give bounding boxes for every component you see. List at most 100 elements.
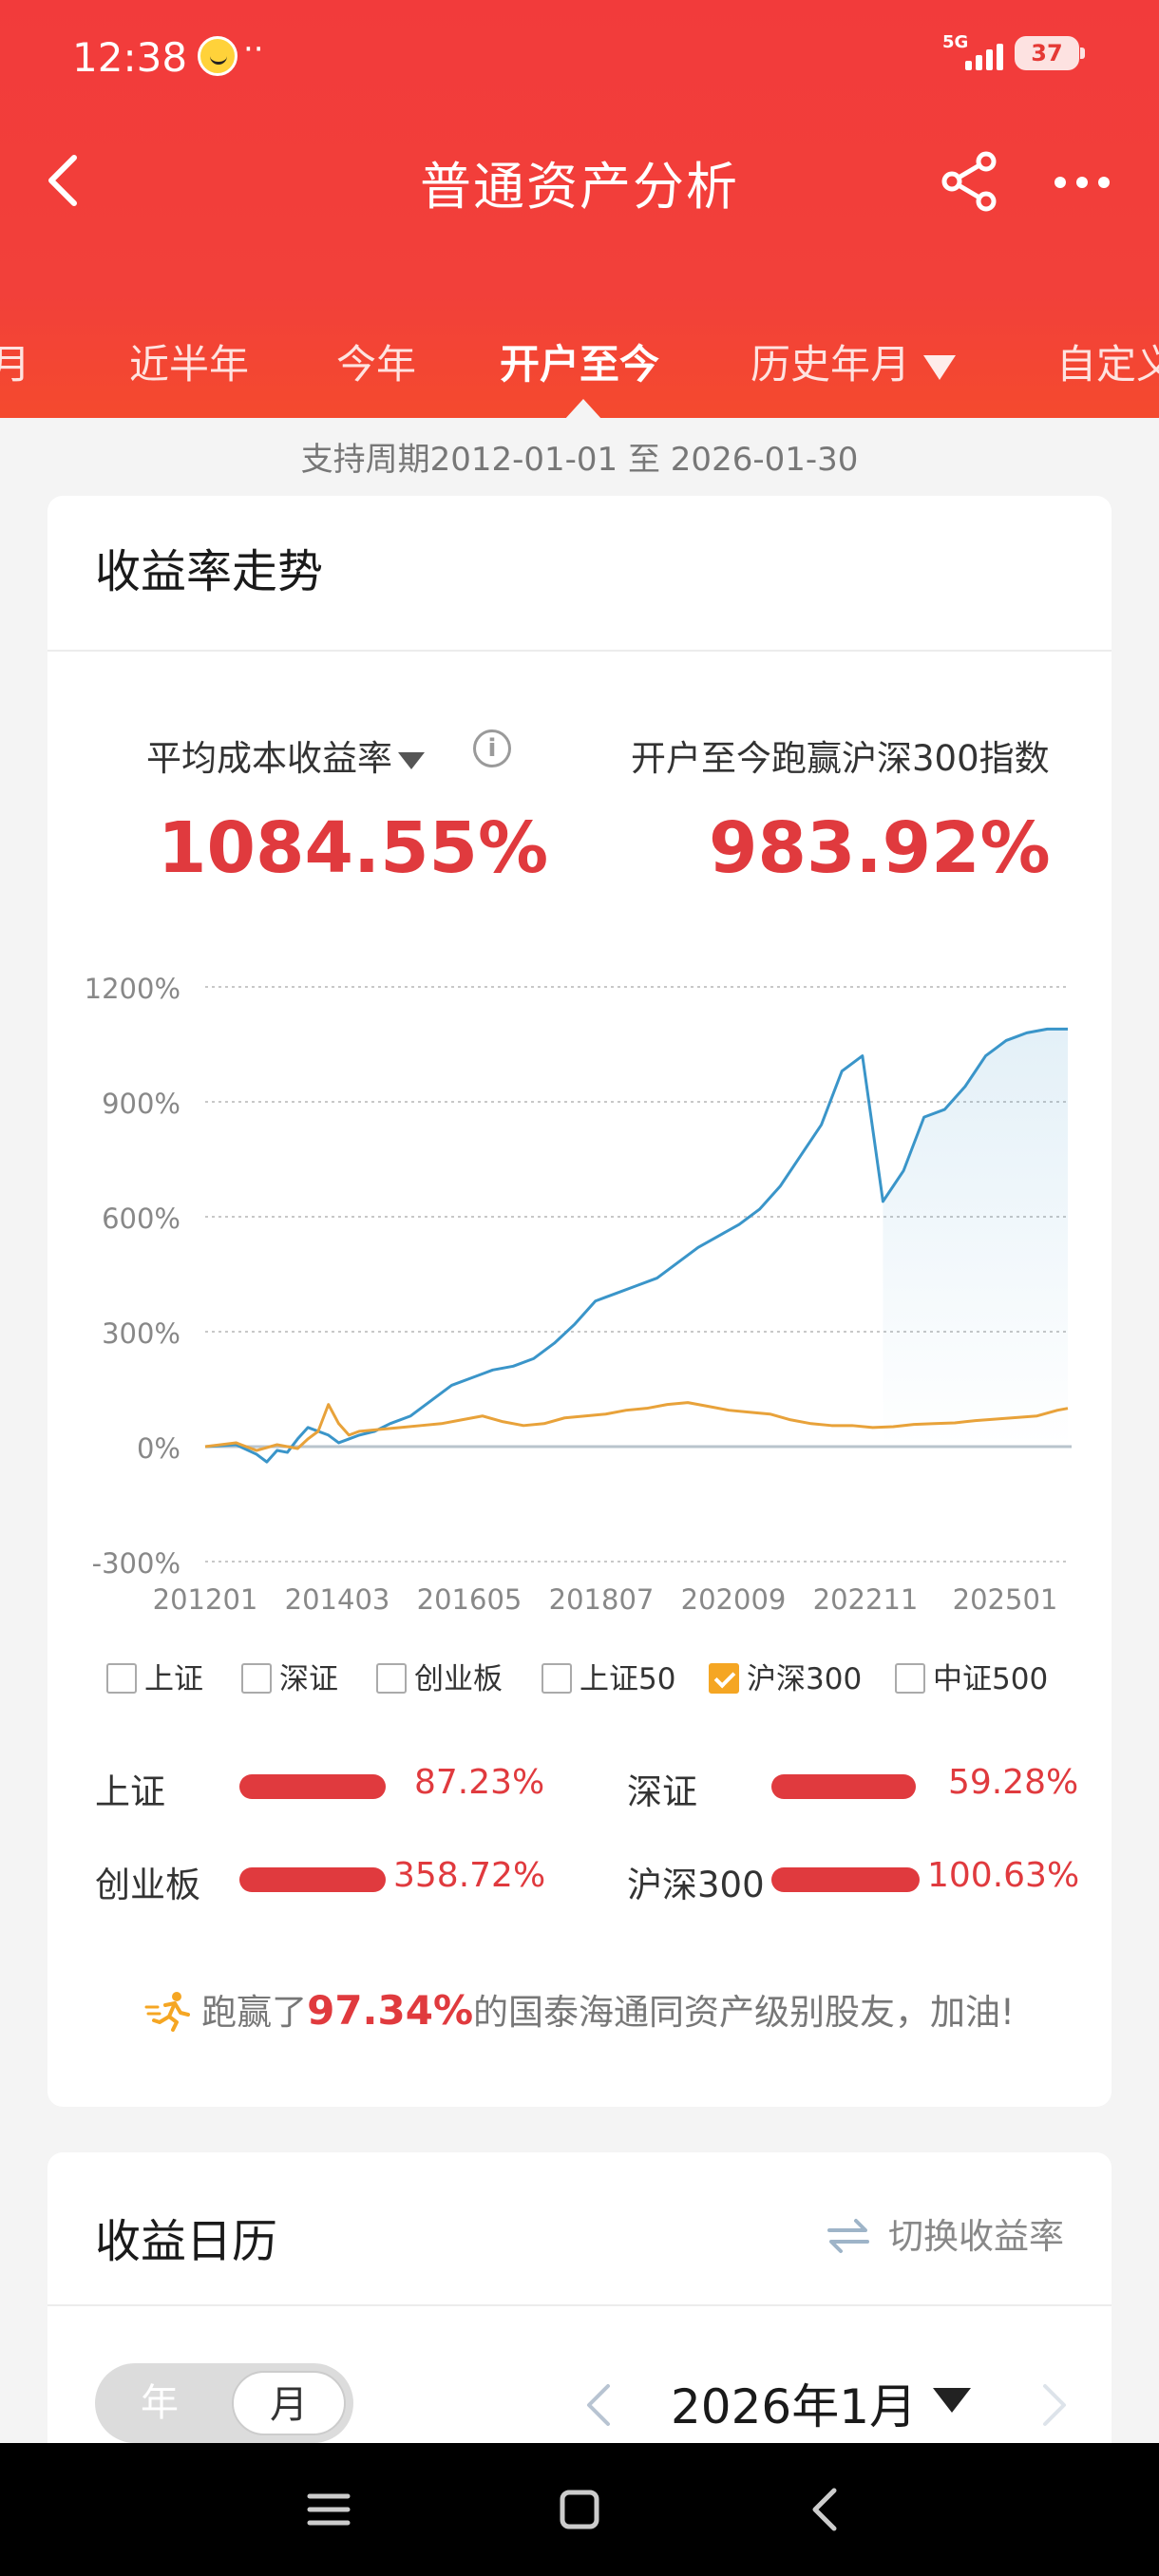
prev-month-icon[interactable] [580,2377,618,2434]
month-dropdown-icon[interactable] [933,2388,971,2413]
csi300-return-line [204,1401,1069,1452]
legend-label: 中证500 [933,1662,1049,1696]
nav-bar: 普通资产分析 [0,133,1159,228]
checkbox-icon [376,1662,407,1694]
compare-bar-chinext [239,1867,386,1892]
legend-sse50[interactable]: 上证50 [542,1655,676,1696]
checkbox-icon [241,1662,272,1694]
toggle-year[interactable]: 年 [141,2381,179,2425]
compare-value-chinext: 358.72% [393,1856,546,1895]
chevron-down-icon [398,751,425,769]
compare-bar-shanghai [239,1774,386,1799]
active-tab-indicator [564,399,602,420]
avg-cost-return-dropdown[interactable]: 平均成本收益率 [146,729,425,781]
compare-value-csi300: 100.63% [927,1856,1080,1895]
trend-title: 收益率走势 [95,545,324,598]
y-tick-label: -300% [92,1547,180,1580]
legend-shanghai[interactable]: 上证 [106,1655,203,1696]
compare-value-shanghai: 87.23% [414,1763,545,1802]
x-tick-label: 201403 [285,1583,390,1616]
beat-benchmark-label: 开户至今跑赢沪深300指数 [631,738,1050,779]
compare-value-shenzhen: 59.28% [948,1763,1079,1802]
swap-arrows-icon [827,2218,869,2253]
period-tabs: 三月 近半年 今年 开户至今 历史年月 自定义 [0,332,1159,408]
beat-suffix: 的国泰海通同资产级别股友，加油! [473,1992,1015,2033]
beat-peers-text: 跑赢了97.34%的国泰海通同资产级别股友，加油! [48,1983,1112,2036]
tab-three-months[interactable]: 三月 [0,341,31,388]
divider [48,650,1112,652]
x-tick-label: 201807 [549,1583,655,1616]
legend-shenzhen[interactable]: 深证 [241,1655,338,1696]
switch-return-button[interactable]: 切换收益率 [826,2207,1064,2259]
beat-benchmark-value: 983.92% [709,807,1051,889]
legend-csi500[interactable]: 中证500 [895,1655,1049,1696]
y-tick-label: 900% [102,1088,180,1120]
tab-custom[interactable]: 自定义 [1056,341,1159,388]
page-title: 普通资产分析 [420,157,739,217]
toggle-month[interactable]: 月 [232,2371,346,2435]
menu-icon[interactable] [300,2481,357,2538]
tab-since-open[interactable]: 开户至今 [500,341,660,388]
checkbox-icon [895,1662,925,1694]
battery-icon: 37 [1015,36,1085,70]
legend-csi300[interactable]: 沪深300 [709,1655,863,1696]
y-tick-label: 0% [137,1432,180,1465]
trend-card: 收益率走势 平均成本收益率 i 1084.55% 开户至今跑赢沪深300指数 9… [48,496,1112,2107]
x-tick-label: 201605 [417,1583,522,1616]
legend-label: 上证50 [580,1662,676,1696]
checkbox-checked-icon [709,1662,739,1694]
x-tick-label: 202501 [953,1583,1058,1616]
next-month-icon[interactable] [1036,2377,1074,2434]
portfolio-area [883,1029,1068,1447]
system-nav-bar [0,2443,1159,2576]
legend-chinext[interactable]: 创业板 [376,1655,503,1696]
x-tick-label: 202009 [681,1583,787,1616]
portfolio-return-line [204,1027,1068,1464]
y-tick-label: 1200% [85,973,180,1005]
beat-percentage: 97.34% [307,1987,474,2034]
checkbox-icon [106,1662,137,1694]
runner-icon [144,1991,191,2032]
status-bar: 12:38 ·· 5G 37 [0,28,1159,85]
more-icon[interactable] [1051,163,1113,201]
network-type: 5G [942,32,969,52]
checkbox-icon [542,1662,572,1694]
home-icon[interactable] [551,2481,608,2538]
compare-label-shanghai: 上证 [95,1771,165,1812]
back-icon[interactable] [38,152,95,209]
compare-label-csi300: 沪深300 [627,1865,765,1905]
signal-icon: 5G [940,32,1007,74]
tab-history-label: 历史年月 [750,341,911,388]
beat-prefix: 跑赢了 [201,1992,308,2033]
compare-label-chinext: 创业板 [95,1865,200,1905]
y-tick-label: 600% [102,1203,180,1235]
legend-label: 深证 [279,1662,338,1696]
divider [48,2304,1112,2306]
tab-this-year[interactable]: 今年 [336,341,417,388]
legend-label: 创业板 [414,1662,503,1696]
share-icon[interactable] [939,150,1001,213]
period-range: 支持周期2012-01-01 至 2026-01-30 [300,441,859,479]
switch-return-label: 切换收益率 [888,2216,1064,2257]
header: 12:38 ·· 5G 37 普通资产分析 三月 近半年 今年 开户至今 历史年… [0,0,1159,418]
return-chart[interactable]: 1200% 900% 600% 300% 0% -300%201201 201403 2016… [48,496,1112,1636]
compare-label-shenzhen: 深证 [627,1771,697,1812]
y-tick-label: 300% [102,1317,180,1350]
compare-bar-shenzhen [771,1774,916,1799]
x-tick-label: 201201 [153,1583,258,1616]
avg-cost-return-value: 1084.55% [158,807,549,889]
avg-cost-return-label: 平均成本收益率 [146,738,392,779]
tab-history[interactable]: 历史年月 [750,332,957,390]
month-picker[interactable]: 2026年1月 [671,2379,918,2434]
status-time: 12:38 [72,34,188,81]
x-tick-label: 202211 [813,1583,919,1616]
tab-history-dropdown-icon [923,354,957,380]
legend-label: 沪深300 [747,1662,863,1696]
notification-emoji-icon [198,36,238,76]
status-more-dots: ·· [243,30,264,68]
tab-half-year[interactable]: 近半年 [129,341,250,388]
info-icon[interactable]: i [473,729,511,767]
compare-bar-csi300 [771,1867,920,1892]
year-month-toggle[interactable]: 年 月 [95,2363,353,2443]
back-nav-icon[interactable] [798,2481,855,2538]
